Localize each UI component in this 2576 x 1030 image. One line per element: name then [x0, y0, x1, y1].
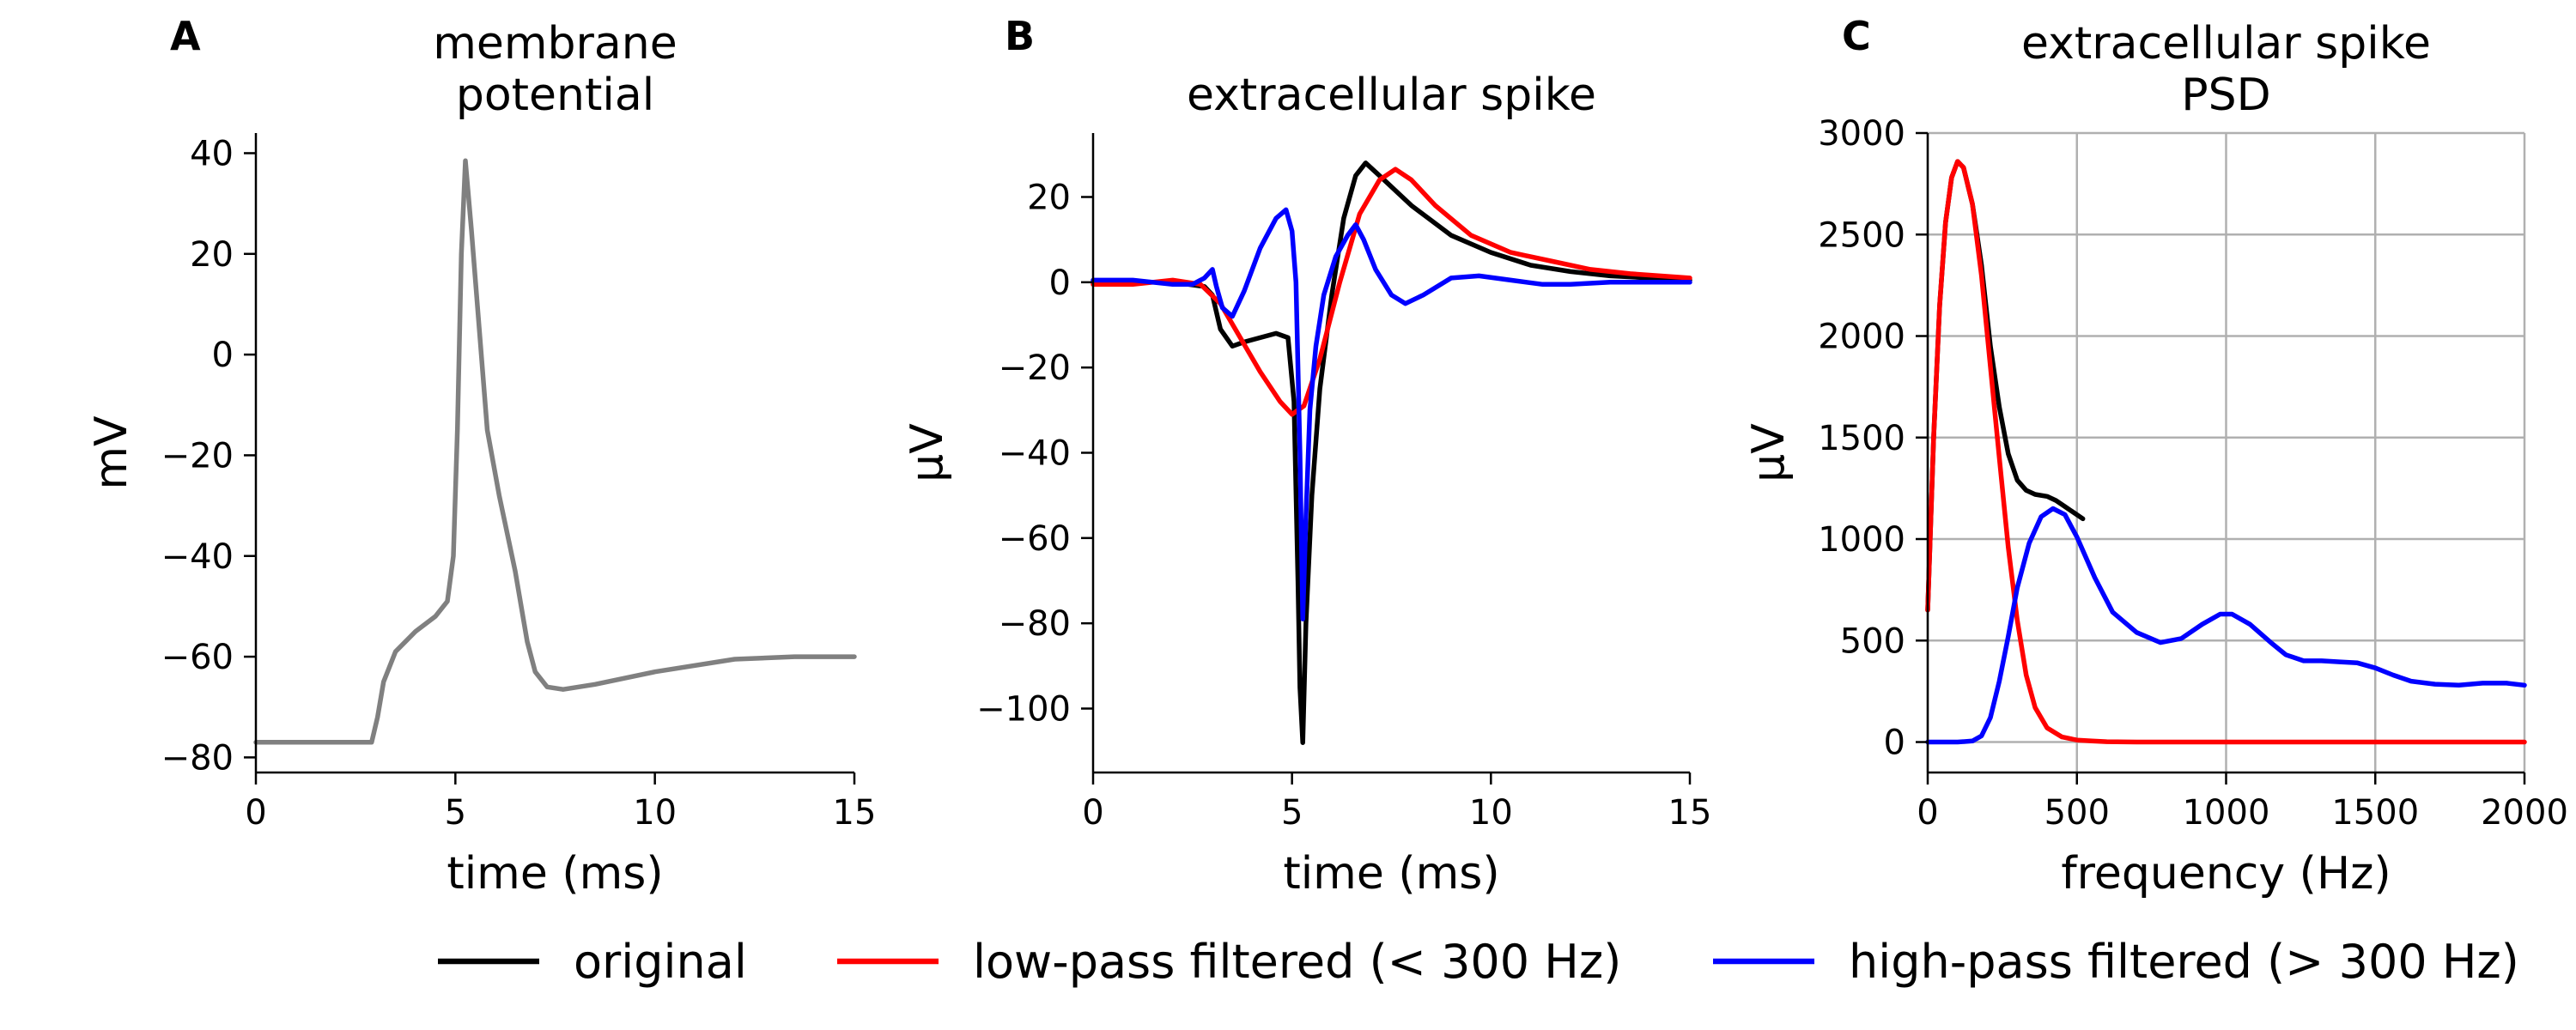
y-tick-label: 20	[1027, 179, 1071, 218]
y-tick-label: 1000	[1818, 520, 1905, 560]
panel-c: 0 500 1000 1500 2000 0 500 1000 1500 2000 2500 3000…	[1743, 13, 2568, 900]
chart-title-line: membrane	[433, 18, 677, 70]
y-tick-label: −80	[999, 604, 1071, 644]
y-tick-label: −20	[999, 348, 1071, 388]
series-line-original	[1091, 161, 1692, 745]
legend: original low-pass filtered (< 300 Hz) high…	[438, 935, 2519, 989]
chart-title-line: extracellular spike	[1187, 70, 1596, 121]
y-tick-label: 500	[1840, 621, 1905, 661]
panel-letter: C	[1842, 13, 1871, 59]
y-tick-label: −100	[976, 690, 1071, 730]
chart-title-line: PSD	[2181, 70, 2270, 121]
x-tick-label: 5	[445, 793, 466, 833]
y-axis-label: µV	[902, 423, 953, 482]
y-tick-label: −40	[999, 434, 1071, 474]
x-tick-label: 1000	[2183, 793, 2270, 833]
x-axis-label: time (ms)	[447, 848, 663, 900]
x-tick-label: 1500	[2331, 793, 2419, 833]
y-tick-label: 0	[1884, 724, 1905, 763]
y-tick-label: 20	[190, 235, 234, 275]
series-line-lowpass	[1091, 167, 1692, 417]
series-line-highpass	[1091, 207, 1692, 621]
x-tick-label: 10	[1469, 793, 1513, 833]
panel-b: 0 5 10 15 −100 −80 −60 −40 −20 0 20 time (ms) µV extr…	[902, 13, 1711, 900]
y-tick-label: 0	[1049, 264, 1071, 303]
y-axis-label: µV	[1743, 423, 1795, 482]
x-tick-label: 15	[833, 793, 877, 833]
x-axis-label: frequency (Hz)	[2061, 848, 2391, 900]
series-line-membrane	[253, 158, 857, 745]
x-tick-label: 15	[1668, 793, 1712, 833]
x-tick-label: 0	[245, 793, 266, 833]
legend-label: original	[574, 935, 747, 989]
panel-a: 0 5 10 15 −80 −60 −40 −20 0 20 40 time (ms) mV membra…	[86, 13, 876, 900]
legend-label: low-pass filtered (< 300 Hz)	[973, 935, 1621, 989]
y-tick-label: −40	[161, 537, 234, 577]
y-tick-label: −80	[161, 738, 234, 778]
x-tick-label: 2000	[2481, 793, 2568, 833]
x-tick-label: 500	[2044, 793, 2110, 833]
legend-label: high-pass filtered (> 300 Hz)	[1849, 935, 2519, 989]
series-line-original	[1925, 159, 2086, 613]
y-tick-label: 40	[190, 134, 234, 173]
chart-title-line: potential	[456, 70, 654, 121]
series-line-lowpass	[1925, 159, 2527, 745]
chart-title-line: extracellular spike	[2021, 18, 2431, 70]
panel-letter: A	[170, 13, 201, 59]
x-tick-label: 5	[1281, 793, 1303, 833]
y-tick-label: 1500	[1818, 419, 1905, 458]
x-tick-label: 0	[1917, 793, 1938, 833]
y-tick-label: −20	[161, 436, 234, 476]
y-tick-label: 2000	[1818, 318, 1905, 357]
y-tick-label: 2500	[1818, 215, 1905, 255]
series-line-highpass	[1925, 506, 2527, 745]
y-tick-label: 0	[212, 336, 234, 375]
y-tick-label: −60	[999, 519, 1071, 559]
y-tick-label: 3000	[1818, 114, 1905, 154]
panel-letter: B	[1005, 13, 1035, 59]
x-tick-label: 0	[1082, 793, 1103, 833]
y-tick-label: −60	[161, 638, 234, 677]
x-tick-label: 10	[633, 793, 677, 833]
y-axis-label: mV	[86, 415, 137, 490]
x-axis-label: time (ms)	[1283, 848, 1499, 900]
